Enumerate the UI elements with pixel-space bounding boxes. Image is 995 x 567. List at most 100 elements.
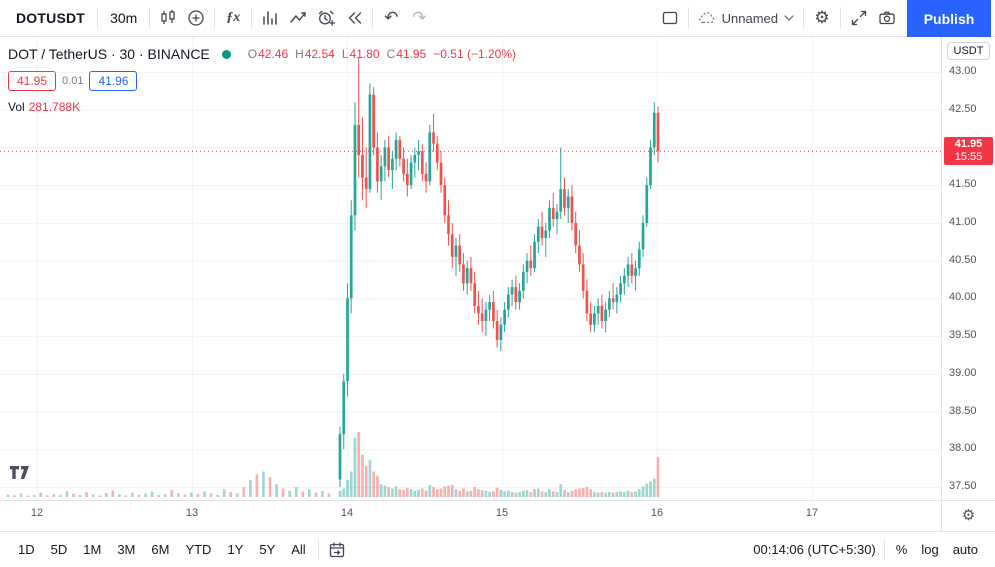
undo-button[interactable]: ↶ [377,4,405,32]
range-button-6m[interactable]: 6M [143,538,177,561]
legend-row-main: DOT / TetherUS · 30 · BINANCE O 42.46 H 42… [8,46,516,62]
price-tick-label: 39.50 [949,329,977,342]
range-button-ytd[interactable]: YTD [177,538,219,561]
indicator-templates-button[interactable] [256,4,284,32]
chart-type-button[interactable] [154,4,182,32]
go-to-date-button[interactable] [323,536,351,564]
price-tick-label: 41.00 [949,215,977,228]
currency-chip[interactable]: USDT [946,42,991,60]
open-value: 42.46 [258,47,289,61]
expand-arrows-icon [849,8,869,28]
legend-row-volume: Vol 281.788K [8,100,516,114]
calendar-icon [327,540,347,560]
compare-button[interactable] [182,4,210,32]
price-tick-label: 41.50 [949,178,977,191]
auto-scale-button[interactable]: auto [946,538,985,561]
high-value: 42.54 [304,47,335,61]
undo-icon: ↶ [384,7,399,28]
circle-plus-icon [186,8,206,28]
indicators-button[interactable]: ƒx [219,4,247,32]
redo-button[interactable]: ↷ [405,4,433,32]
range-button-all[interactable]: All [283,538,313,561]
separator [840,7,841,29]
ask-price[interactable]: 41.96 [89,71,138,91]
time-display[interactable]: 00:14:06 (UTC+5:30) [753,542,876,557]
separator [883,538,885,561]
percent-scale-button[interactable]: % [889,538,915,561]
candlestick-chart[interactable] [0,37,941,500]
separator [687,7,689,29]
bid-price[interactable]: 41.95 [8,71,57,91]
ohlc-values: O 42.46 H 42.54 L 41.80 C 41.95 −0.51 (−1.20… [241,47,516,61]
time-tick-label: 16 [650,507,664,519]
close-label: C [386,47,396,61]
toolbar-right-group: Unnamed ⚙ Publish [656,0,995,37]
chart-pane[interactable]: DOT / TetherUS · 30 · BINANCE O 42.46 H 42… [0,37,941,532]
price-tick-label: 40.00 [949,291,977,304]
log-scale-button[interactable]: log [914,538,945,561]
time-axis[interactable]: 12 13 14 15 16 17 [0,500,941,532]
separator [803,7,804,29]
symbol-description[interactable]: DOT / TetherUS · 30 · BINANCE [8,46,210,62]
rewind-icon [344,8,364,28]
low-value: 41.80 [349,47,380,61]
bar-countdown: 15:55 [954,151,983,164]
price-tick-label: 38.50 [949,404,977,417]
axis-corner-divider [942,500,995,501]
change-value: −0.51 (−1.20%) [433,47,516,61]
screenshot-button[interactable] [873,4,901,32]
symbol-button[interactable]: DOTUSDT [8,4,93,32]
layout-name-label: Unnamed [721,10,778,26]
gear-icon: ⚙ [814,7,830,28]
price-axis-settings-gear-icon[interactable]: ⚙ [956,505,981,525]
last-price-label: 41.95 15:55 [944,137,993,166]
camera-icon [877,8,897,28]
range-button-5y[interactable]: 5Y [251,538,283,561]
layout-button[interactable] [656,4,684,32]
price-tick-label: 39.00 [949,366,977,379]
range-button-1m[interactable]: 1M [75,538,109,561]
last-price-value: 41.95 [954,138,983,151]
legend-row-bid-ask: 41.95 0.01 41.96 [8,71,516,91]
forecast-button[interactable] [284,4,312,32]
close-value: 41.95 [396,47,427,61]
range-button-3m[interactable]: 3M [109,538,143,561]
spread-value: 0.01 [62,75,84,87]
legend: DOT / TetherUS · 30 · BINANCE O 42.46 H 42… [8,46,516,114]
high-label: H [295,47,304,61]
time-tick-label: 12 [30,507,44,519]
replay-button[interactable] [340,4,368,32]
range-button-5d[interactable]: 5D [43,538,76,561]
price-tick-label: 42.50 [949,102,977,115]
time-tick-label: 15 [495,507,509,519]
toolbar-left-group: DOTUSDT 30m ƒx [8,0,433,36]
time-tick-label: 17 [805,507,819,519]
tradingview-logo[interactable] [9,465,31,480]
separator [372,7,374,29]
volume-label: Vol [8,100,25,114]
layout-name-button[interactable]: Unnamed [693,4,799,32]
low-label: L [341,47,349,61]
time-tick-label: 13 [185,507,199,519]
price-tick-label: 37.50 [949,480,977,492]
separator [214,7,216,29]
settings-button[interactable]: ⚙ [808,4,836,32]
time-tick-label: 14 [340,507,354,519]
cloud-icon [697,8,717,28]
interval-button[interactable]: 30m [102,4,145,32]
range-button-1d[interactable]: 1D [10,538,43,561]
fullscreen-button[interactable] [845,4,873,32]
zigzag-arrow-icon [288,8,308,28]
market-status-dot [221,49,231,59]
range-group: 1D 5D 1M 3M 6M YTD 1Y 5Y All [10,532,351,567]
main-area: DOT / TetherUS · 30 · BINANCE O 42.46 H 42… [0,37,995,532]
price-axis[interactable]: USDT 41.95 15:55 ⚙ 43.0042.5042.0041.504… [941,37,995,531]
candles-icon [158,8,178,28]
range-button-1y[interactable]: 1Y [219,538,251,561]
alert-button[interactable] [312,4,340,32]
separator [317,538,319,561]
chevron-down-icon [783,14,795,22]
price-tick-label: 40.50 [949,253,977,266]
publish-button[interactable]: Publish [907,0,991,37]
separator [251,7,253,29]
